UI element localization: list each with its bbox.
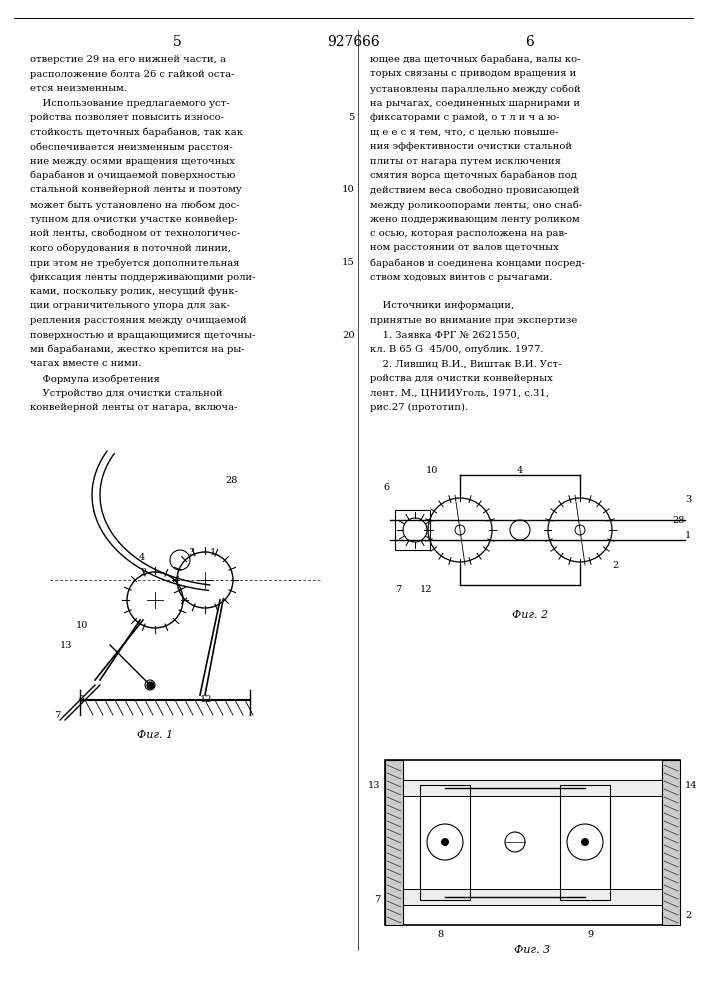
Text: 2: 2 [685,910,691,920]
Text: 3: 3 [188,548,194,557]
Text: 10: 10 [76,620,88,630]
Text: ном расстоянии от валов щеточных: ном расстоянии от валов щеточных [370,243,559,252]
Text: барабанов и соединена концами посред-: барабанов и соединена концами посред- [370,258,585,267]
Text: 6: 6 [79,696,85,704]
Text: ством ходовых винтов с рычагами.: ством ходовых винтов с рычагами. [370,272,552,282]
Circle shape [581,838,589,846]
Text: конвейерной ленты от нагара, включа-: конвейерной ленты от нагара, включа- [30,403,238,412]
Text: может быть установлено на любом дос-: может быть установлено на любом дос- [30,200,240,210]
Text: 2: 2 [140,568,146,577]
Text: смятия ворса щеточных барабанов под: смятия ворса щеточных барабанов под [370,171,577,180]
Text: 14: 14 [685,780,698,790]
Text: ками, поскольку ролик, несущий функ-: ками, поскольку ролик, несущий функ- [30,287,238,296]
Text: ройства позволяет повысить износо-: ройства позволяет повысить износо- [30,113,224,122]
Text: 3: 3 [685,495,691,504]
Text: стойкость щеточных барабанов, так как: стойкость щеточных барабанов, так как [30,127,243,137]
Text: с осью, которая расположена на рав-: с осью, которая расположена на рав- [370,229,568,238]
Text: принятые во внимание при экспертизе: принятые во внимание при экспертизе [370,316,578,325]
Text: 10: 10 [342,186,355,194]
Text: кого оборудования в поточной линии,: кого оборудования в поточной линии, [30,243,231,253]
Bar [395,510,430,550]
Text: 6: 6 [525,35,534,49]
Bar [662,760,680,925]
Text: 5: 5 [349,113,355,122]
Text: 4: 4 [517,466,523,475]
Text: при этом не требуется дополнительная: при этом не требуется дополнительная [30,258,240,267]
Text: обеспечивается неизменным расстоя-: обеспечивается неизменным расстоя- [30,142,233,151]
Text: поверхностью и вращающимися щеточны-: поверхностью и вращающимися щеточны- [30,330,255,340]
Text: плиты от нагара путем исключения: плиты от нагара путем исключения [370,156,561,165]
Text: Формула изобретения: Формула изобретения [30,374,160,383]
Text: 7: 7 [374,896,380,904]
Text: на рычагах, соединенных шарнирами и: на рычагах, соединенных шарнирами и [370,99,580,107]
Bar [385,760,680,925]
Circle shape [441,838,449,846]
Text: 2: 2 [612,560,618,570]
Bar [403,889,662,905]
Bar [403,780,662,796]
Text: фиксаторами с рамой, о т л и ч а ю-: фиксаторами с рамой, о т л и ч а ю- [370,113,559,122]
Text: фиксация ленты поддерживающими роли-: фиксация ленты поддерживающими роли- [30,272,255,282]
Text: ми барабанами, жестко крепится на ры-: ми барабанами, жестко крепится на ры- [30,345,245,355]
Text: ние между осями вращения щеточных: ние между осями вращения щеточных [30,156,235,165]
Text: стальной конвейерной ленты и поэтому: стальной конвейерной ленты и поэтому [30,186,242,194]
Text: между роликоопорами ленты, оно снаб-: между роликоопорами ленты, оно снаб- [370,200,582,210]
Text: тупном для очистки участке конвейер-: тупном для очистки участке конвейер- [30,215,238,224]
Text: 4: 4 [139,554,145,562]
Text: ции ограничительного упора для зак-: ции ограничительного упора для зак- [30,302,230,310]
Text: жено поддерживающим ленту роликом: жено поддерживающим ленту роликом [370,215,580,224]
Bar [420,785,470,900]
Text: 5: 5 [173,35,182,49]
Text: 927666: 927666 [327,35,380,49]
Text: ется неизменным.: ется неизменным. [30,84,127,93]
Text: расположение болта 26 с гайкой оста-: расположение болта 26 с гайкой оста- [30,70,235,79]
Text: Использование предлагаемого уст-: Использование предлагаемого уст- [30,99,230,107]
Text: ния эффективности очистки стальной: ния эффективности очистки стальной [370,142,572,151]
Text: торых связаны с приводом вращения и: торых связаны с приводом вращения и [370,70,576,79]
Text: установлены параллельно между собой: установлены параллельно между собой [370,84,580,94]
Text: 8: 8 [437,930,443,939]
Text: 28: 28 [225,476,238,485]
Text: Устройство для очистки стальной: Устройство для очистки стальной [30,388,223,397]
Text: чагах вместе с ними.: чагах вместе с ними. [30,360,141,368]
Text: действием веса свободно провисающей: действием веса свободно провисающей [370,186,580,195]
Text: Фиг. 1: Фиг. 1 [137,730,173,740]
Text: кл. В 65 G  45/00, опублик. 1977.: кл. В 65 G 45/00, опублик. 1977. [370,345,544,355]
Text: отверстие 29 на его нижней части, а: отверстие 29 на его нижней части, а [30,55,226,64]
Text: барабанов и очищаемой поверхностью: барабанов и очищаемой поверхностью [30,171,235,180]
Text: 6: 6 [384,484,390,492]
Text: 13: 13 [368,780,380,790]
Bar [385,760,403,925]
Text: 7: 7 [54,710,60,720]
Text: репления расстояния между очищаемой: репления расстояния между очищаемой [30,316,247,325]
Text: 7: 7 [395,585,401,594]
Text: 1: 1 [685,530,691,540]
Text: 2. Лившиц В.И., Виштак В.И. Уст-: 2. Лившиц В.И., Виштак В.И. Уст- [370,360,561,368]
Text: ной ленты, свободном от технологичес-: ной ленты, свободном от технологичес- [30,229,240,238]
Text: 1: 1 [210,548,216,557]
Text: 13: 13 [59,641,72,650]
Text: 28: 28 [672,516,684,525]
Text: 12: 12 [420,585,432,594]
Text: щ е е с я тем, что, с целью повыше-: щ е е с я тем, что, с целью повыше- [370,127,559,136]
Text: 15: 15 [342,258,355,267]
Text: ройства для очистки конвейерных: ройства для очистки конвейерных [370,374,553,383]
Text: лент. М., ЦНИИУголь, 1971, с.31,: лент. М., ЦНИИУголь, 1971, с.31, [370,388,549,397]
Text: Фиг. 3: Фиг. 3 [514,945,550,955]
Text: 1. Заявка ФРГ № 2621550,: 1. Заявка ФРГ № 2621550, [370,330,520,340]
Text: Фиг. 2: Фиг. 2 [512,610,548,620]
Text: ющее два щеточных барабана, валы ко-: ющее два щеточных барабана, валы ко- [370,55,580,64]
Text: 10: 10 [426,466,438,475]
Text: 9: 9 [587,930,593,939]
Bar [560,785,610,900]
Text: Источники информации,: Источники информации, [370,302,514,310]
Text: рис.27 (прототип).: рис.27 (прототип). [370,403,468,412]
Text: 20: 20 [342,330,355,340]
Circle shape [145,680,155,690]
Text: 12: 12 [200,696,213,704]
